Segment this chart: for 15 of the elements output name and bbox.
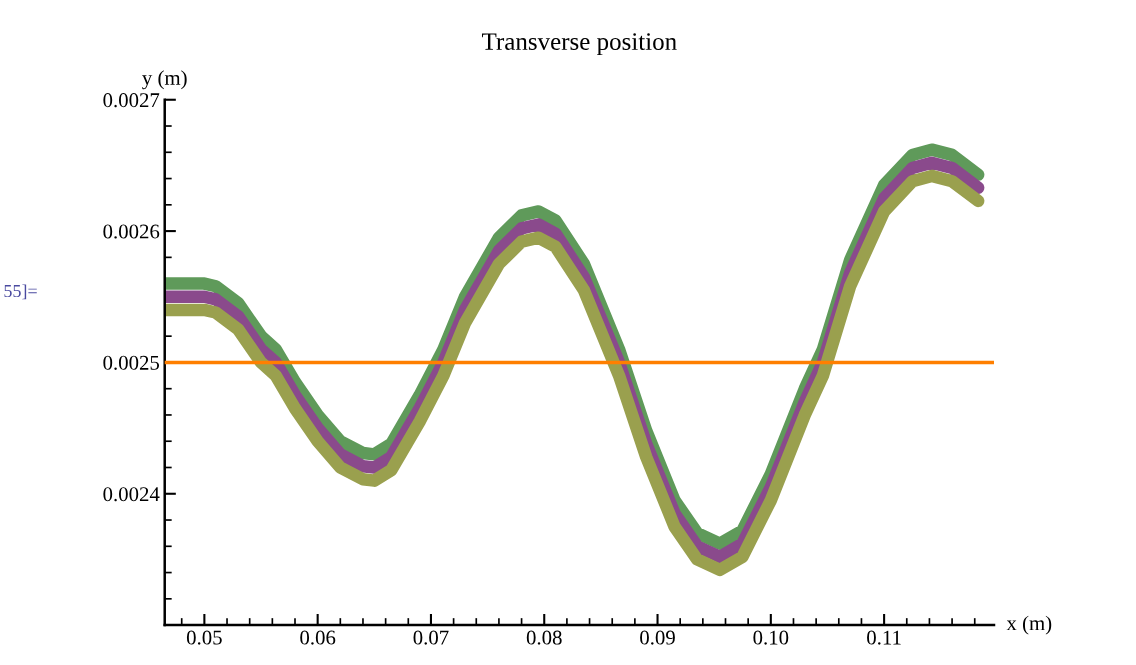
y-tick-label: 0.0026 — [103, 224, 160, 239]
x-tick-label: 0.11 — [867, 630, 901, 645]
x-tick-label: 0.10 — [753, 630, 789, 645]
y-axis-title: y (m) — [142, 70, 187, 90]
chart-title: Transverse position — [482, 33, 677, 56]
y-tick-label: 0.0024 — [103, 487, 160, 502]
x-tick-label: 0.05 — [186, 630, 222, 645]
x-axis-title: x (m) — [1006, 615, 1052, 635]
x-tick-label: 0.08 — [526, 630, 562, 645]
y-tick-label: 0.0025 — [103, 355, 160, 370]
x-tick-label: 0.09 — [640, 630, 675, 645]
x-tick-label: 0.06 — [300, 630, 336, 645]
x-tick-label: 0.07 — [413, 630, 449, 645]
text: 55]= — [4, 284, 37, 300]
y-tick-label: 0.0027 — [103, 93, 160, 108]
